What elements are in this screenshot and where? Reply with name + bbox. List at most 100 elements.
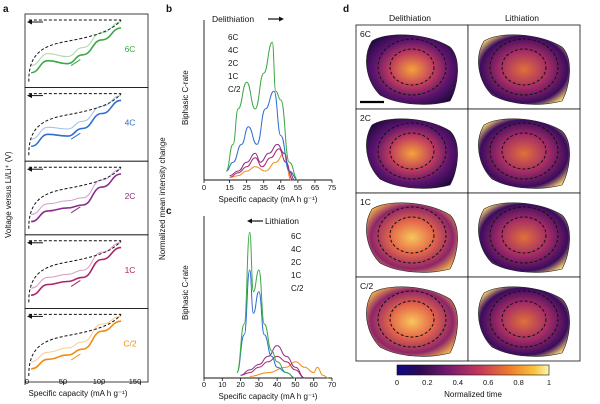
legend-2c: 2C — [291, 258, 301, 267]
particle-map — [478, 286, 570, 357]
dashed-ring — [389, 300, 435, 338]
dashed-ring — [501, 300, 547, 338]
panel-a-xticks: 0 50 100 150 — [25, 377, 141, 386]
dashed-ring — [389, 48, 435, 86]
colorbar — [396, 364, 550, 376]
panel-b-xticks: 0 15 25 35 45 55 65 75 — [202, 183, 336, 192]
panel-a-letter: a — [3, 4, 9, 15]
panel-b-xlabel: Specific capacity (mA h g⁻¹) — [219, 195, 318, 204]
series-line-4C — [30, 99, 122, 148]
tick-label: 0 — [395, 378, 399, 387]
series-line-faint — [31, 242, 122, 289]
direction-arrow-icon — [70, 132, 81, 140]
particle-map — [478, 202, 570, 273]
legend-c2: C/2 — [228, 85, 241, 94]
tick-label: 35 — [260, 183, 268, 192]
legend-2c: 2C — [228, 59, 238, 68]
series-line-faint — [31, 95, 122, 140]
subplot-frame — [24, 307, 149, 383]
legend-6c: 6C — [228, 33, 238, 42]
arrow-left-icon-head — [27, 313, 32, 319]
panel-b-legend: 6C 4C 2C 1C C/2 — [228, 33, 241, 94]
reference-curve — [28, 240, 122, 303]
tick-label: 25 — [243, 183, 251, 192]
tick-label: 0.6 — [483, 378, 493, 387]
panel-a-ylabel: Voltage versus Li/Li⁺ (V) — [4, 151, 13, 238]
dashed-ring — [501, 48, 547, 86]
tick-label: 0 — [25, 377, 29, 386]
series-line-faint — [31, 168, 122, 215]
reference-curve — [28, 166, 122, 229]
panel-c-legend: 6C 4C 2C 1C C/2 — [291, 232, 304, 293]
tick-label: 60 — [310, 380, 318, 389]
dashed-ring — [377, 122, 447, 180]
reference-curve — [28, 93, 122, 156]
tick-label: 50 — [59, 377, 67, 386]
legend-c2: C/2 — [291, 284, 304, 293]
series-line-1C — [240, 355, 305, 379]
series-line-1C — [30, 246, 122, 296]
direction-arrow-icon — [70, 353, 81, 361]
dashed-ring — [389, 216, 435, 254]
legend-1c: 1C — [291, 271, 301, 280]
panel-b-ylabel: Biphasic C-rate — [181, 70, 190, 125]
tick-label: 20 — [236, 380, 244, 389]
shared-ylabel: Normalized mean intensity change — [158, 137, 167, 260]
arrow-left-icon-head — [27, 93, 32, 99]
series-line-2C — [30, 173, 122, 223]
panel-c-letter: c — [166, 206, 172, 217]
tick-label: 50 — [291, 380, 299, 389]
tick-label: 15 — [225, 183, 233, 192]
tick-label: 70 — [328, 380, 336, 389]
rate-label: 2C — [125, 191, 136, 201]
series-line-4C — [226, 90, 299, 181]
dashed-ring — [377, 38, 447, 96]
dashed-ring — [489, 206, 559, 264]
tick-label: 30 — [255, 380, 263, 389]
arrow-left-icon-head — [247, 218, 252, 224]
tick-label: 100 — [93, 377, 106, 386]
series-line-1C — [229, 148, 293, 181]
panel-c-xticks: 0 10 20 30 40 50 60 70 — [202, 380, 336, 389]
colorbar-ticks: 0 0.2 0.4 0.6 0.8 1 — [395, 378, 551, 387]
legend-4c: 4C — [291, 245, 301, 254]
reference-curve — [28, 19, 122, 82]
series-line-4C — [236, 269, 296, 379]
tick-label: 10 — [218, 380, 226, 389]
tick-label: 0 — [202, 183, 206, 192]
tick-label: 55 — [294, 183, 302, 192]
tick-label: 1 — [547, 378, 551, 387]
panel-c-title: Lithiation — [265, 216, 299, 226]
row-label: C/2 — [360, 281, 374, 291]
series-line-C/2 — [249, 361, 329, 379]
panel-c-ylabel: Biphasic C-rate — [181, 265, 190, 320]
legend-4c: 4C — [228, 46, 238, 55]
col-title-delithiation: Delithiation — [389, 13, 431, 23]
particle-map — [366, 118, 458, 189]
tick-label: 150 — [129, 377, 142, 386]
rate-label: 4C — [125, 118, 136, 128]
direction-arrow-icon — [70, 206, 81, 214]
panel-a-xlabel: Specific capacity (mA h g⁻¹) — [29, 389, 128, 398]
panel-c-xlabel: Specific capacity (mA h g⁻¹) — [219, 392, 318, 401]
delithiation-chart — [203, 20, 333, 183]
series-line-C/2 — [231, 152, 292, 181]
particle-map — [478, 34, 570, 105]
series-line-6C — [236, 231, 296, 379]
dashed-ring — [489, 290, 559, 348]
tick-label: 75 — [328, 183, 336, 192]
lithiation-chart — [203, 216, 333, 381]
legend-1c: 1C — [228, 72, 238, 81]
series-line-C/2 — [31, 320, 122, 370]
colorbar-label: Normalized time — [444, 390, 502, 399]
dashed-ring — [377, 206, 447, 264]
dashed-ring — [489, 122, 559, 180]
row-label: 6C — [360, 29, 371, 39]
particle-map — [366, 34, 458, 105]
rate-label: C/2 — [123, 338, 137, 348]
arrow-right-icon-head — [279, 16, 284, 22]
series-line-faint — [31, 315, 122, 363]
arrow-left-icon-head — [27, 19, 32, 25]
arrow-left-icon-head — [27, 166, 32, 172]
dashed-ring — [501, 216, 547, 254]
